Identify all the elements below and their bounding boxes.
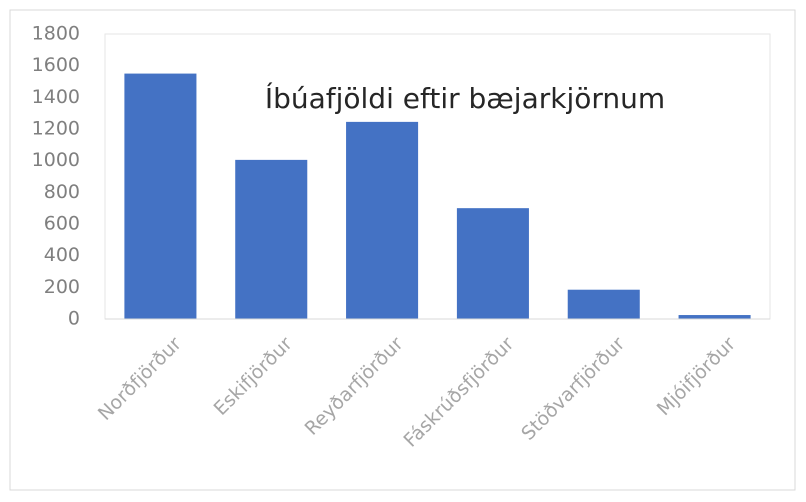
y-tick-label: 1400 [32, 86, 80, 108]
y-tick-label: 600 [44, 213, 80, 235]
y-tick-label: 400 [44, 244, 80, 266]
y-tick-label: 200 [44, 276, 80, 298]
bar [456, 208, 529, 319]
bar [235, 159, 308, 319]
bar [346, 121, 419, 319]
y-tick-label: 0 [68, 308, 80, 330]
y-tick-label: 1200 [32, 118, 80, 140]
y-tick-label: 1600 [32, 54, 80, 76]
bar [124, 73, 197, 319]
y-tick-label: 800 [44, 181, 80, 203]
bar [567, 289, 640, 319]
y-tick-label: 1800 [32, 23, 80, 45]
bar [678, 315, 751, 319]
y-tick-label: 1000 [32, 149, 80, 171]
chart-title: Íbúafjöldi eftir bæjarkjörnum [265, 81, 665, 115]
